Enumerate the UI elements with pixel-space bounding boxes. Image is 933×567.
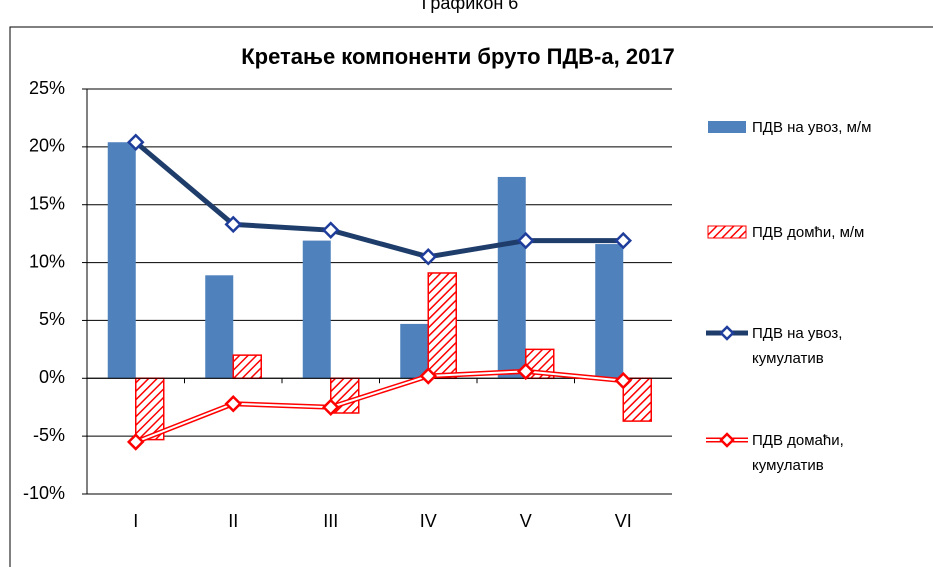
bar	[107, 142, 136, 379]
bar	[232, 354, 262, 380]
y-tick-label: 25%	[29, 78, 65, 98]
marker	[224, 394, 243, 413]
marker	[614, 231, 633, 250]
bar	[400, 323, 429, 379]
bar	[595, 244, 624, 379]
marker	[321, 398, 340, 416]
x-tick-label: VI	[615, 511, 632, 531]
marker	[224, 215, 243, 234]
bar	[205, 275, 234, 379]
marker	[126, 133, 145, 151]
y-tick-label: 0%	[39, 367, 65, 387]
chart-title: Кретање компоненти бруто ПДВ-а, 2017	[241, 44, 675, 69]
marker	[126, 433, 145, 451]
chart-frame	[9, 26, 933, 567]
y-tick-label: 15%	[29, 193, 65, 213]
marker	[419, 367, 438, 385]
bar	[135, 377, 165, 441]
x-tick-label: I	[133, 511, 138, 531]
y-tick-label: 5%	[39, 309, 65, 329]
bar	[427, 272, 457, 380]
bar	[302, 240, 331, 379]
legend-label: ПДВ на увоз, кумулатив	[752, 324, 843, 367]
legend-marker	[719, 325, 735, 341]
y-tick-label: -5%	[33, 425, 65, 445]
marker	[614, 371, 633, 390]
legend-label: ПДВ на увоз, м/м	[752, 118, 872, 136]
marker	[321, 221, 340, 239]
legend-swatch	[707, 225, 747, 239]
x-tick-label: V	[520, 511, 532, 531]
line-inner	[135, 370, 624, 443]
legend-marker	[719, 432, 735, 448]
legend-swatch	[708, 121, 746, 133]
legend-label: ПДВ домћи, м/м	[752, 223, 865, 241]
bar	[622, 377, 652, 422]
x-tick-label: III	[323, 511, 338, 531]
x-tick-label: IV	[420, 511, 437, 531]
y-tick-label: 20%	[29, 136, 65, 156]
bar	[497, 176, 526, 379]
y-tick-label: -10%	[23, 483, 65, 503]
line	[134, 140, 624, 260]
legend-label: ПДВ домаћи, кумулатив	[752, 431, 844, 474]
x-tick-label: II	[228, 511, 238, 531]
marker	[419, 248, 438, 266]
marker	[516, 362, 535, 381]
supertitle: Графикон 6	[422, 0, 519, 13]
marker	[516, 231, 535, 250]
y-tick-label: 10%	[29, 251, 65, 271]
